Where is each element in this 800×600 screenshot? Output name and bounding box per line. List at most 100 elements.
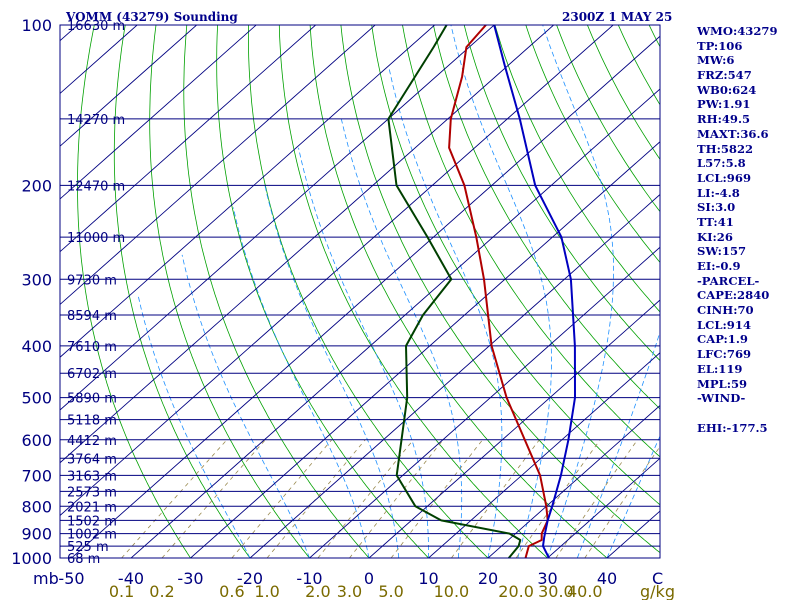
- index-item: KI:26: [697, 229, 733, 244]
- height-label: 12470 m: [67, 179, 125, 194]
- index-item: EL:119: [697, 361, 743, 376]
- isotherm-line: [60, 25, 198, 147]
- mixing-ratio-tick-labels: 0.1 0.2 0.6 1.0 2.0 3.0 5.0 10.0 20.0 30.040.0: [109, 582, 603, 600]
- mixing-ratio-line: [390, 439, 483, 558]
- index-item: CINH:70: [697, 303, 754, 318]
- parcel-profile: [493, 25, 576, 558]
- temperature-tick-label: 40: [597, 569, 617, 588]
- dry-adiabat-line: [525, 25, 660, 263]
- index-item: SW:157: [697, 244, 747, 259]
- index-item: PW:1.91: [697, 97, 751, 112]
- pressure-unit-label: mb: [33, 569, 59, 588]
- pressure-tick-label: 400: [21, 337, 52, 356]
- dry-adiabat-line: [216, 25, 430, 558]
- isotherm-line: [60, 25, 495, 411]
- mixing-ratio-tick-label: 10.0: [434, 582, 470, 600]
- height-label: 3163 m: [67, 469, 117, 484]
- isotherm-line: [60, 25, 317, 253]
- mixing-ratio-tick-label: 2.0: [305, 582, 330, 600]
- temperature-tick-label: 20: [478, 569, 498, 588]
- mixing-ratio-line: [584, 445, 660, 558]
- mixing-ratio-tick-label: 20.0: [498, 582, 534, 600]
- mixing-ratio-tick-label: 0.1: [109, 582, 134, 600]
- height-label: 1002 m: [67, 528, 117, 543]
- dewpoint-profile: [387, 25, 522, 558]
- index-item: CAP:1.9: [697, 332, 748, 347]
- moist-adiabat-line: [137, 294, 251, 558]
- height-label: 525 m: [67, 540, 109, 555]
- pressure-labels: 100 200 300 400 500 600 700 800 900 1000: [11, 16, 52, 568]
- sounding-indices-panel: WMO:43279 TP:106 MW:6 FRZ:547 WB0:624 PW:1.91…: [697, 24, 800, 435]
- mixing-ratio-tick-label: 30.0: [538, 582, 574, 600]
- height-label: 5890 m: [67, 392, 117, 407]
- mixing-ratio-tick-label: 5.0: [378, 582, 403, 600]
- mixing-ratio-tick-label: 40.0: [567, 582, 603, 600]
- mixing-ratio-tick-label: 1.0: [254, 582, 279, 600]
- isotherm-line: [60, 25, 376, 306]
- height-label: 5118 m: [67, 414, 117, 429]
- dry-adiabat-line: [371, 25, 660, 506]
- dry-adiabat-line: [432, 25, 660, 410]
- moist-adiabat-line: [388, 67, 503, 558]
- index-item: FRZ:547: [697, 68, 752, 83]
- height-label: 4412 m: [67, 434, 117, 449]
- dry-adiabat-line: [278, 25, 549, 558]
- index-item: -PARCEL-: [697, 273, 760, 288]
- isotherm-line: [249, 193, 660, 558]
- temperature-tick-label: -20: [237, 569, 263, 588]
- temperature-tick-label: -50: [58, 569, 84, 588]
- height-label: 1502 m: [67, 514, 117, 529]
- moist-adiabat-line: [181, 254, 310, 558]
- station-title: VOMM (43279) Sounding: [65, 10, 238, 24]
- dry-adiabat-line: [113, 25, 251, 558]
- height-label: 2021 m: [67, 500, 117, 515]
- index-item: LFC:769: [697, 347, 752, 362]
- dry-adiabat-line: [402, 25, 660, 458]
- dry-adiabat-line: [77, 25, 191, 558]
- pressure-tick-label: 900: [21, 525, 52, 544]
- temperature-unit-label: C: [652, 569, 663, 588]
- mixing-ratio-line: [515, 439, 601, 558]
- height-label: 9730 m: [67, 273, 117, 288]
- height-label: 14270 m: [67, 113, 125, 128]
- index-item: MPL:59: [697, 376, 748, 391]
- height-labels: 16630 m 14270 m 12470 m 11000 m 9730 m 8594 m…: [67, 19, 125, 567]
- height-label: 11000 m: [67, 231, 125, 246]
- height-label: 8594 m: [67, 309, 117, 324]
- index-item: TP:106: [697, 38, 743, 53]
- mixing-ratio-lines: [121, 439, 660, 558]
- mixing-ratio-tick-label: 0.6: [219, 582, 244, 600]
- isotherm-line: [60, 25, 555, 464]
- height-label: 68 m: [67, 552, 100, 567]
- isotherm-line: [546, 457, 660, 558]
- temperature-tick-label: 10: [418, 569, 438, 588]
- moist-adiabat-line: [450, 25, 552, 558]
- index-item: L57:5.8: [697, 156, 746, 171]
- index-item: [697, 406, 800, 421]
- index-item: SI:3.0: [697, 200, 736, 215]
- dry-adiabat-line: [183, 25, 370, 558]
- mixing-ratio-tick-label: 0.2: [149, 582, 174, 600]
- isotherm-line: [60, 25, 436, 358]
- isotherm-line: [308, 246, 660, 558]
- temperature-tick-label: -40: [118, 569, 144, 588]
- height-label: 7610 m: [67, 340, 117, 355]
- isotherm-line: [70, 35, 660, 558]
- temperature-tick-label: 0: [364, 569, 374, 588]
- mixing-ratio-tick-label: 3.0: [337, 582, 362, 600]
- isotherm-line: [189, 141, 660, 558]
- dry-adiabat-line: [494, 25, 660, 313]
- isotherm-line: [130, 88, 660, 558]
- profiles: [387, 25, 576, 558]
- index-item: WMO:43279: [697, 24, 778, 38]
- index-item: RH:49.5: [697, 112, 751, 127]
- index-item: MAXT:36.6: [697, 126, 769, 141]
- index-item: MW:6: [697, 53, 735, 68]
- pressure-tick-label: 700: [21, 466, 52, 485]
- dry-adiabat-line: [309, 25, 608, 558]
- index-item: CAPE:2840: [697, 288, 770, 303]
- isotherm-line: [427, 352, 660, 558]
- height-label: 16630 m: [67, 19, 125, 34]
- isotherm-line: [60, 25, 614, 517]
